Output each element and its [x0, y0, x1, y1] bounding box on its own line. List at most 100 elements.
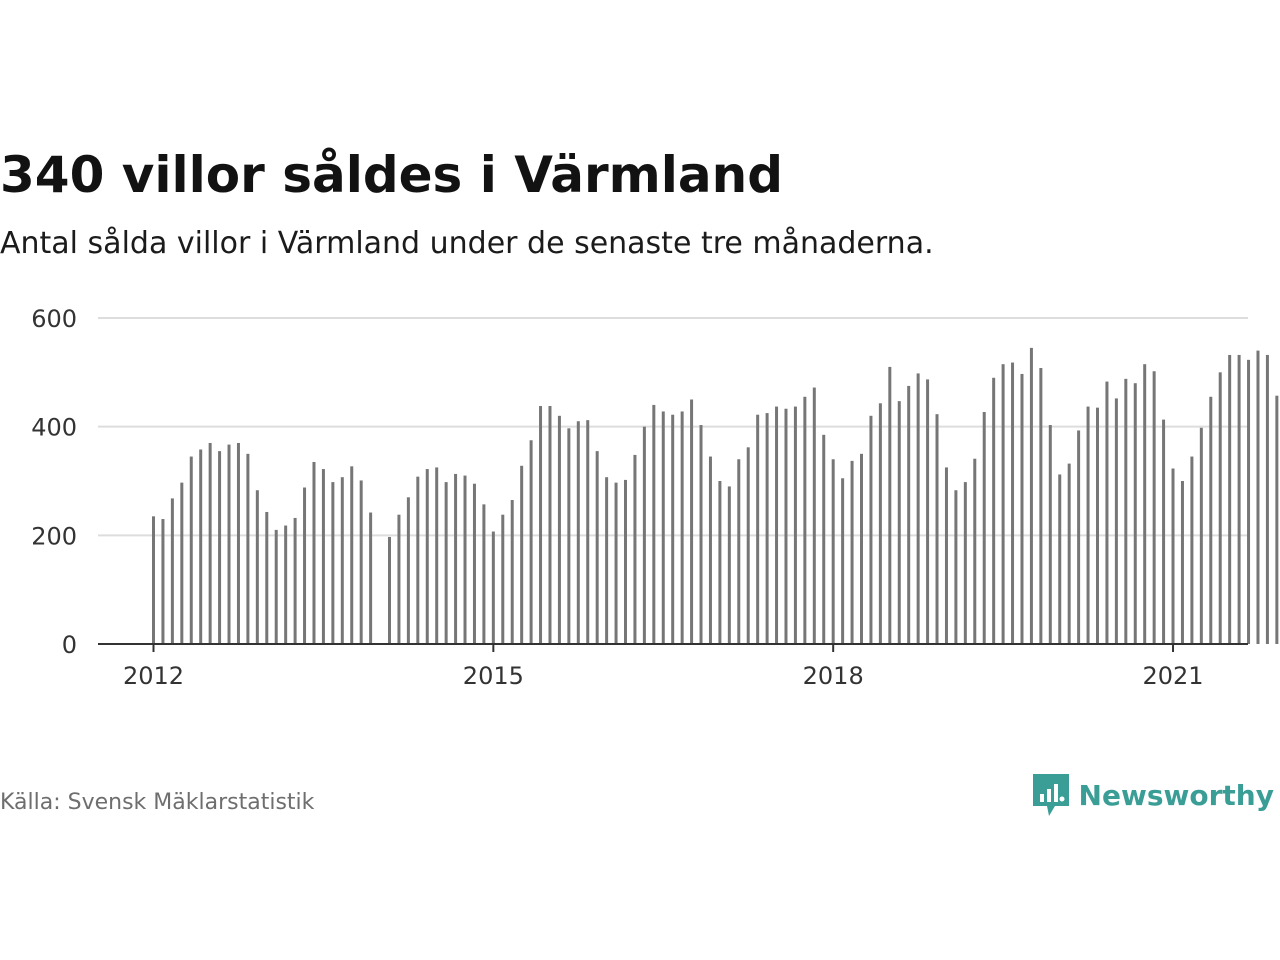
bar: [1058, 474, 1062, 644]
bar: [1096, 407, 1099, 644]
bar: [1275, 395, 1279, 644]
bar: [265, 511, 269, 644]
bar: [397, 514, 401, 644]
bar: [708, 456, 712, 644]
bar: [850, 460, 854, 644]
bar: [454, 473, 458, 644]
bar: [1001, 364, 1005, 644]
bar: [944, 467, 948, 644]
bar: [888, 366, 892, 644]
bar: [1228, 354, 1232, 644]
bar: [227, 444, 231, 644]
bar: [331, 482, 335, 644]
bar: [784, 408, 788, 644]
source-note: Källa: Svensk Mäklarstatistik: [0, 790, 315, 815]
bar: [926, 379, 930, 644]
bar: [170, 498, 174, 644]
bar: [756, 414, 760, 644]
bar: [152, 516, 155, 644]
bar: [1190, 456, 1194, 644]
bar: [406, 497, 410, 644]
bars: [152, 347, 1279, 644]
bar: [973, 458, 977, 644]
bar: [982, 412, 986, 644]
bar: [482, 504, 486, 644]
bar: [869, 415, 873, 644]
bar: [897, 401, 901, 644]
bar: [1180, 481, 1184, 644]
bar: [567, 428, 571, 644]
x-tick-label-2018: 2018: [803, 662, 864, 690]
newsworthy-logo-icon: [1032, 774, 1069, 816]
brand-logo: Newsworthy: [1031, 772, 1274, 818]
bar: [775, 406, 779, 644]
bar: [642, 426, 646, 644]
bar: [1086, 406, 1090, 644]
bar: [539, 406, 543, 644]
bar-chart: 020040060020122015201820212023 340: [31, 305, 1279, 690]
bar: [529, 440, 533, 644]
bar: [463, 475, 467, 644]
bar: [793, 406, 797, 644]
bar: [860, 453, 863, 644]
chart-title: 340 villor såldes i Värmland: [0, 146, 783, 204]
bar: [472, 483, 476, 644]
bar: [1114, 398, 1118, 644]
bar: [548, 406, 552, 644]
bar: [369, 512, 373, 644]
bar: [425, 469, 429, 644]
bar: [180, 482, 184, 644]
bar: [218, 451, 222, 644]
bar: [312, 461, 316, 644]
bar: [444, 482, 448, 644]
bar: [208, 442, 212, 644]
bar: [557, 415, 561, 644]
bar: [199, 449, 203, 644]
bar: [501, 514, 505, 644]
axes: 020040060020122015201820212023: [31, 305, 1248, 690]
bar: [992, 377, 996, 644]
bar: [718, 481, 722, 644]
bar: [671, 414, 675, 644]
bar: [746, 447, 750, 644]
bar: [699, 425, 703, 644]
bar: [727, 486, 731, 644]
bar: [1209, 396, 1213, 644]
bar: [1152, 371, 1156, 644]
bar: [284, 525, 288, 644]
bar: [1237, 354, 1241, 644]
x-tick-label-2015: 2015: [463, 662, 524, 690]
bar: [765, 413, 769, 644]
bar: [1247, 359, 1251, 644]
bar: [350, 466, 354, 644]
bar: [822, 434, 826, 644]
bar: [416, 476, 420, 644]
bar: [576, 421, 580, 644]
bar: [1048, 425, 1052, 644]
bar: [1171, 468, 1175, 644]
bar: [954, 490, 958, 644]
bar: [1218, 372, 1222, 644]
bar: [916, 373, 920, 644]
y-tick-label-400: 400: [31, 414, 77, 442]
bar: [293, 517, 297, 644]
x-tick-label-2012: 2012: [123, 662, 184, 690]
bar: [189, 456, 193, 644]
bar: [1265, 354, 1269, 644]
bar: [388, 536, 391, 644]
bar: [520, 465, 524, 644]
bar: [907, 385, 911, 644]
bar: [841, 478, 845, 644]
bar: [605, 477, 609, 644]
bar: [690, 399, 694, 644]
bar: [435, 467, 439, 644]
bar: [652, 404, 656, 644]
bar: [586, 420, 590, 644]
chart-subtitle: Antal sålda villor i Värmland under de s…: [0, 226, 934, 261]
y-tick-label-0: 0: [62, 631, 77, 659]
bar: [614, 482, 618, 644]
bar: [1105, 381, 1109, 644]
bar: [1256, 350, 1260, 644]
bar: [661, 411, 665, 644]
y-tick-label-600: 600: [31, 305, 77, 333]
